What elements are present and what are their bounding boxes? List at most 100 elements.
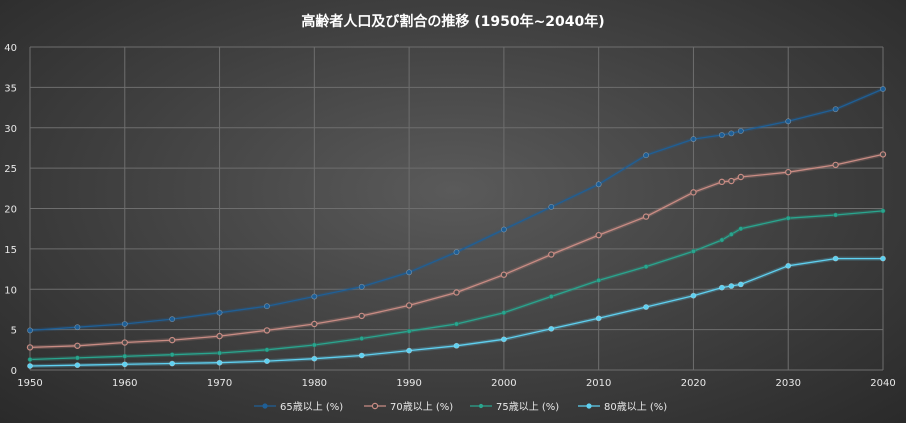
data-point (311, 355, 318, 362)
data-point (216, 309, 223, 316)
data-point (595, 181, 602, 188)
data-point (737, 128, 744, 134)
data-point (453, 289, 460, 296)
y-tick-label: 40 (4, 43, 17, 54)
data-point (168, 336, 176, 344)
legend-label: 75歳以上 (%) (496, 401, 559, 413)
data-point (728, 283, 735, 289)
data-point (27, 357, 33, 362)
data-point (832, 255, 839, 262)
y-tick-label: 10 (4, 285, 17, 296)
data-point (264, 303, 270, 310)
y-tick-label: 15 (4, 245, 17, 256)
x-tick-label: 1950 (17, 378, 42, 389)
data-point (643, 264, 649, 269)
data-point (880, 86, 886, 92)
legend-label: 65歳以上 (%) (280, 401, 343, 413)
data-point (405, 302, 413, 309)
data-point (311, 293, 318, 300)
data-point (263, 327, 271, 334)
data-point (311, 342, 317, 348)
data-point (453, 249, 460, 256)
data-point (74, 324, 81, 331)
data-point (26, 344, 34, 351)
data-point (27, 327, 33, 334)
y-tick-label: 35 (4, 83, 17, 94)
x-tick-label: 1980 (302, 378, 327, 389)
chart-title: 高齢者人口及び割合の推移 (1950年~2040年) (301, 13, 604, 30)
x-tick-label: 2010 (586, 378, 611, 389)
data-point (548, 325, 555, 332)
data-point (169, 352, 175, 358)
y-tick-label: 0 (11, 366, 17, 377)
data-point (595, 231, 602, 239)
data-point (785, 262, 792, 269)
data-point (548, 294, 554, 299)
data-point (121, 321, 128, 327)
data-point (169, 360, 176, 367)
x-tick-label: 2020 (681, 378, 706, 389)
series-line-glow (29, 208, 884, 362)
data-point (121, 361, 128, 368)
data-point (832, 161, 839, 169)
data-point (500, 271, 508, 278)
data-point (74, 342, 81, 349)
y-tick-label: 25 (4, 164, 17, 175)
legend-label: 80歳以上 (%) (604, 401, 667, 413)
data-point (719, 237, 725, 243)
legend-swatch-marker (478, 403, 484, 409)
data-point (359, 336, 365, 341)
data-point (785, 215, 791, 221)
data-point (264, 347, 270, 353)
x-tick-label: 2040 (870, 378, 895, 389)
data-point (718, 178, 726, 186)
data-point (595, 315, 602, 322)
legend-swatch-marker (586, 403, 592, 409)
data-point (500, 336, 507, 343)
data-point (880, 208, 886, 214)
legend-swatch-marker (262, 403, 268, 409)
x-tick-label: 1960 (112, 378, 137, 389)
x-tick-label: 2030 (775, 378, 800, 389)
data-point (737, 173, 745, 181)
y-tick-label: 20 (4, 205, 17, 216)
x-tick-label: 1970 (207, 378, 232, 389)
data-point (453, 342, 460, 349)
data-point (879, 151, 887, 158)
data-point (880, 255, 886, 262)
data-point (358, 312, 365, 320)
data-point (642, 213, 650, 220)
series-line (29, 210, 884, 361)
data-point (358, 283, 365, 290)
data-point (728, 130, 735, 137)
data-point (75, 355, 80, 361)
data-point (264, 358, 270, 365)
y-tick-label: 30 (4, 124, 17, 135)
data-point (643, 304, 649, 310)
x-tick-label: 1990 (396, 378, 421, 389)
data-point (690, 292, 697, 299)
data-point (406, 347, 413, 354)
data-point (121, 339, 128, 346)
data-point (501, 310, 507, 316)
y-tick-label: 5 (11, 326, 17, 337)
series-line-glow (29, 256, 883, 368)
data-point (217, 350, 222, 356)
data-point (785, 168, 792, 176)
data-point (74, 362, 81, 369)
data-point (596, 278, 602, 283)
data-point (406, 328, 412, 334)
data-point (216, 359, 223, 366)
data-point (690, 189, 697, 196)
x-tick-label: 2000 (491, 378, 516, 389)
data-point (718, 284, 725, 291)
data-point (406, 269, 413, 276)
data-point (785, 118, 792, 125)
data-point (358, 352, 365, 359)
series-line (29, 257, 883, 367)
data-point (548, 203, 555, 210)
data-point (216, 332, 223, 340)
data-point (691, 248, 696, 254)
